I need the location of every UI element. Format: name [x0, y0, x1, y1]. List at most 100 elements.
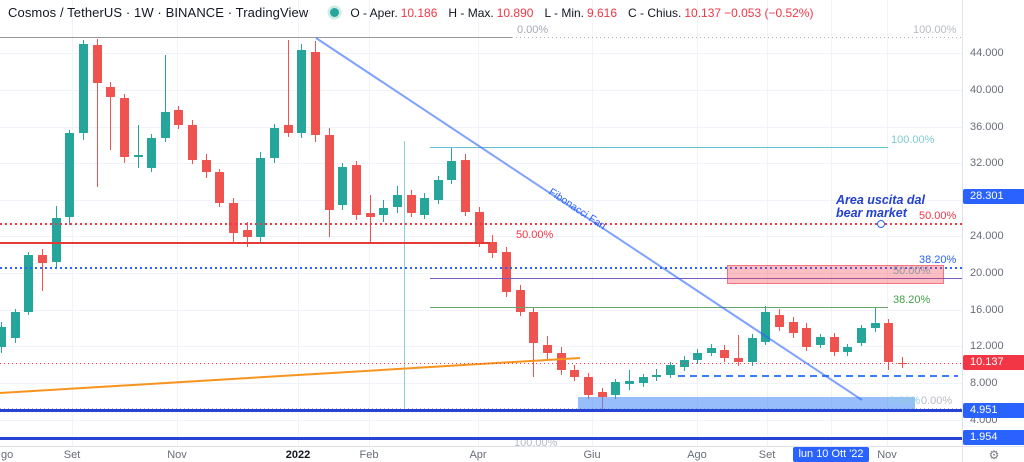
candle [242, 230, 252, 238]
fib-level-label: 50.00% [919, 209, 957, 222]
candle [461, 159, 471, 212]
candle [310, 52, 320, 135]
price-level-line [0, 362, 962, 364]
price-level-line [0, 408, 962, 410]
candle [543, 344, 552, 353]
ohlc-change: −0.053 (−0.52%) [724, 5, 814, 20]
fib-level-label: 0.00% [889, 394, 921, 407]
market-status-icon [330, 8, 340, 17]
axis-settings-gear-icon[interactable]: ⚙ [988, 448, 1000, 462]
candle [583, 376, 593, 395]
price-tick-label: 24.000 [970, 230, 1004, 243]
candle [256, 157, 266, 238]
candle [870, 322, 880, 329]
candle [829, 337, 839, 352]
time-tick-label: Apr [469, 449, 487, 461]
chart-legend: Cosmos / TetherUS · 1W · BINANCE · Tradi… [8, 5, 813, 20]
candle [10, 311, 20, 339]
candle [338, 166, 348, 206]
candle [420, 198, 430, 216]
candle [488, 241, 498, 253]
candle [188, 124, 198, 160]
candle [160, 111, 170, 138]
candle [365, 212, 375, 218]
symbol-title[interactable]: Cosmos / TetherUS · 1W · BINANCE · Tradi… [8, 5, 309, 20]
candle [92, 45, 102, 83]
candle-wick [369, 195, 371, 243]
ohlc-open-label: O - Aper. [350, 5, 398, 20]
candle [624, 381, 634, 384]
candle [106, 87, 116, 98]
support-zone [578, 396, 915, 412]
candle [283, 124, 293, 134]
candle [433, 179, 443, 200]
candle-wick [628, 370, 630, 391]
candle-wick [901, 356, 903, 369]
price-level-line [430, 307, 888, 309]
candle [324, 134, 334, 210]
time-tick-label: go [1, 449, 14, 461]
candle [597, 392, 607, 397]
candle [734, 358, 744, 362]
candle [611, 382, 621, 395]
fib-level-label: 100.00% [913, 23, 957, 36]
horizontal-gridline [0, 420, 962, 421]
candle [570, 370, 580, 377]
candle [379, 208, 389, 216]
price-level-line [678, 375, 958, 378]
line-anchor-marker [877, 219, 885, 228]
candle [884, 322, 894, 362]
horizontal-gridline [0, 127, 962, 128]
candle-wick [874, 307, 876, 332]
price-badge: 4.951 [963, 402, 1024, 418]
fib-level-label: 50.00% [516, 228, 554, 241]
fib-level-label: 50.00% [893, 264, 931, 277]
ohlc-close-value: 10.137 [684, 5, 722, 20]
candle [447, 161, 457, 180]
candle [747, 338, 757, 362]
chart-pane[interactable]: 0.00% 100.00% 100.00% 50.00% 50.00% 38.20% 50.… [0, 0, 962, 446]
price-tick-label: 8.000 [970, 376, 998, 389]
candle [51, 218, 61, 263]
candle [351, 165, 361, 216]
candle [297, 49, 307, 134]
candle [392, 195, 402, 208]
horizontal-gridline [0, 163, 962, 164]
price-axis[interactable]: 44.000 40.000 36.000 32.000 24.000 20.000 16.0… [962, 0, 1024, 446]
candle [147, 137, 157, 168]
candle [201, 159, 211, 173]
time-tick-label: 2022 [285, 449, 311, 461]
candle [638, 376, 648, 383]
ohlc-high-value: 10.890 [496, 5, 534, 20]
candle [761, 311, 771, 342]
price-level-line [0, 266, 962, 269]
time-tick-label: Set [63, 449, 81, 461]
fib-level-label: 38.20% [919, 253, 957, 266]
annotation-line-1: Area uscita dal [836, 193, 925, 207]
time-tick-label: Ago [687, 449, 707, 461]
candle [502, 252, 512, 293]
candle [788, 321, 798, 333]
price-level-line [0, 241, 490, 244]
candle [229, 202, 239, 233]
ohlc-high-label: H - Max. [448, 5, 494, 20]
candle [24, 254, 34, 312]
price-tick-label: 44.000 [970, 47, 1004, 60]
candle [406, 195, 416, 213]
candle [802, 328, 812, 348]
price-badge: 28.301 [963, 189, 1024, 205]
candle [529, 312, 539, 343]
candle-wick [137, 124, 139, 168]
ohlc-open-value: 10.186 [400, 5, 438, 20]
resistance-zone [727, 264, 944, 285]
price-badge: 10.137 [963, 355, 1024, 371]
candle [0, 327, 6, 348]
horizontal-gridline [0, 346, 962, 347]
time-axis[interactable]: go Set Nov 2022 Feb Apr Giu Ago Set Nov lun 10 Ott… [0, 446, 1024, 462]
time-tick-label: Set [758, 449, 776, 461]
candle [119, 98, 129, 157]
candle-wick [164, 55, 166, 143]
price-level-line [430, 147, 888, 149]
price-tick-label: 36.000 [970, 120, 1004, 133]
